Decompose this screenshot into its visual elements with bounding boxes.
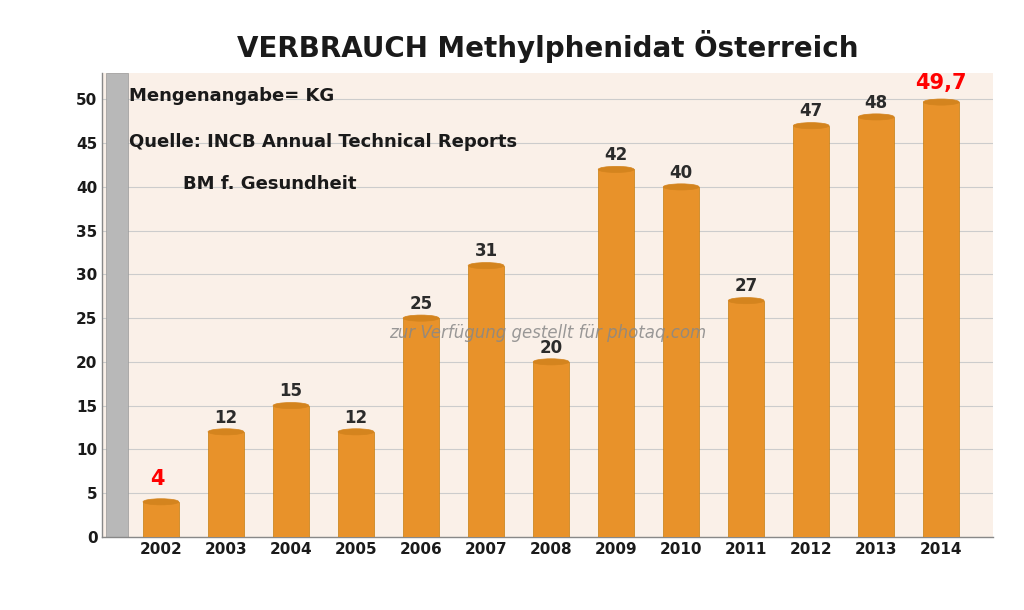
Text: 31: 31	[474, 242, 498, 260]
Text: 12: 12	[344, 409, 368, 426]
Text: Mengenangabe= KG: Mengenangabe= KG	[129, 87, 335, 105]
Text: zur Verfügung gestellt für photaq.com: zur Verfügung gestellt für photaq.com	[389, 324, 707, 342]
Ellipse shape	[664, 184, 699, 190]
Text: 12: 12	[214, 409, 238, 426]
Ellipse shape	[143, 499, 179, 505]
Text: 15: 15	[280, 382, 302, 400]
Text: 4: 4	[151, 468, 165, 489]
Text: 20: 20	[540, 339, 562, 357]
Text: 27: 27	[734, 278, 758, 295]
Ellipse shape	[468, 262, 504, 268]
Ellipse shape	[273, 403, 309, 409]
Text: 48: 48	[864, 94, 888, 112]
Ellipse shape	[338, 429, 374, 435]
Bar	[143, 502, 179, 537]
Bar	[338, 432, 374, 537]
Bar	[105, 73, 128, 537]
Bar	[273, 406, 309, 537]
Ellipse shape	[728, 298, 764, 304]
Text: BM f. Gesundheit: BM f. Gesundheit	[182, 175, 356, 193]
Bar	[208, 432, 244, 537]
Title: VERBRAUCH Methylphenidat Österreich: VERBRAUCH Methylphenidat Österreich	[238, 29, 858, 63]
Bar	[105, 537, 974, 542]
Text: 47: 47	[800, 102, 823, 120]
Bar	[858, 117, 894, 537]
Text: 42: 42	[604, 146, 628, 164]
Bar	[924, 102, 959, 537]
Bar	[468, 265, 504, 537]
Text: 40: 40	[670, 163, 692, 182]
Ellipse shape	[208, 429, 244, 435]
Bar	[728, 301, 764, 537]
Ellipse shape	[858, 114, 894, 120]
Text: 25: 25	[410, 295, 432, 313]
Bar	[534, 362, 569, 537]
Bar	[598, 170, 634, 537]
Ellipse shape	[534, 359, 569, 365]
Text: 49,7: 49,7	[915, 73, 967, 93]
Ellipse shape	[924, 99, 959, 105]
Ellipse shape	[794, 123, 829, 129]
Ellipse shape	[403, 315, 439, 321]
Bar	[794, 126, 829, 537]
Bar	[403, 318, 439, 537]
Bar	[664, 187, 699, 537]
Text: Quelle: INCB Annual Technical Reports: Quelle: INCB Annual Technical Reports	[129, 134, 517, 151]
Ellipse shape	[598, 167, 634, 173]
